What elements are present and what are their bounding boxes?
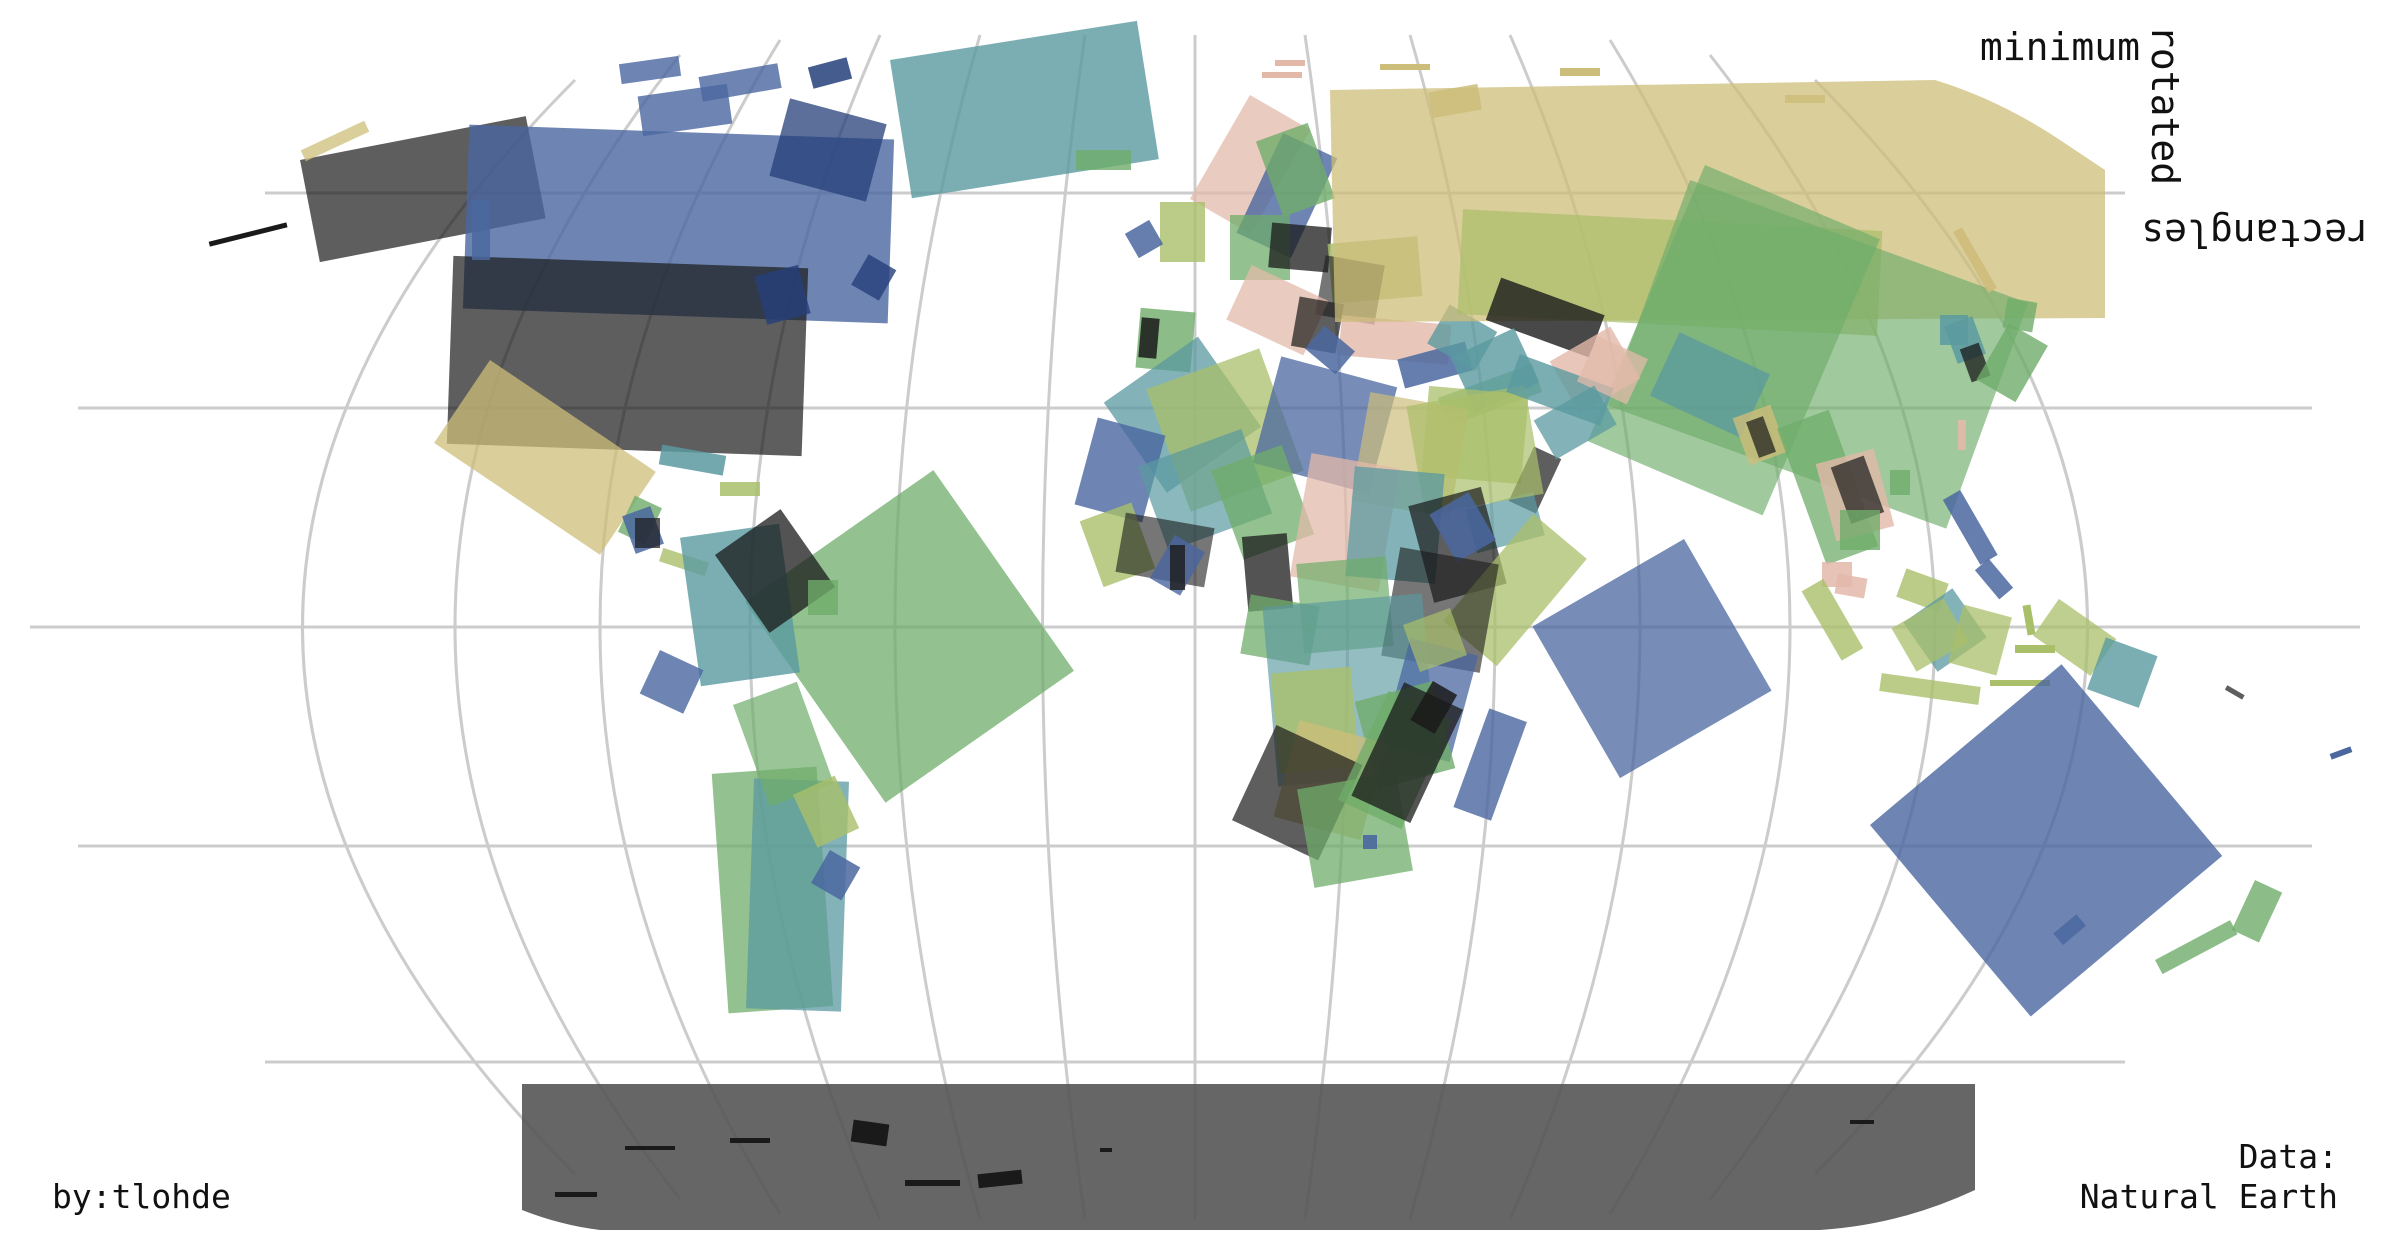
author-credit: by:tlohde	[52, 1177, 231, 1216]
south-america	[639, 470, 1074, 1014]
southeast-asia	[1801, 489, 2158, 708]
china-rectangle	[1532, 539, 1772, 779]
europe	[1124, 95, 1543, 427]
africa	[1074, 336, 1587, 888]
mexico-rectangle	[434, 360, 656, 555]
data-credit-line-1: Data:	[2239, 1137, 2338, 1176]
graticule-meridian	[301, 78, 577, 1176]
greenland-rectangle	[890, 20, 1159, 199]
title-rotated: rotated	[2143, 25, 2187, 185]
brazil-rectangle	[745, 470, 1074, 803]
asia	[1506, 297, 2048, 779]
north-america	[208, 55, 897, 577]
antarctica-rectangle	[522, 1084, 1975, 1230]
antarctic-islands	[555, 1119, 1874, 1197]
australia-rectangle	[1870, 664, 2223, 1017]
title-rectangles: rectangles	[2141, 211, 2370, 255]
title-minimum: minimum	[1980, 25, 2140, 69]
data-credit-line-2: Natural Earth	[2080, 1177, 2338, 1216]
